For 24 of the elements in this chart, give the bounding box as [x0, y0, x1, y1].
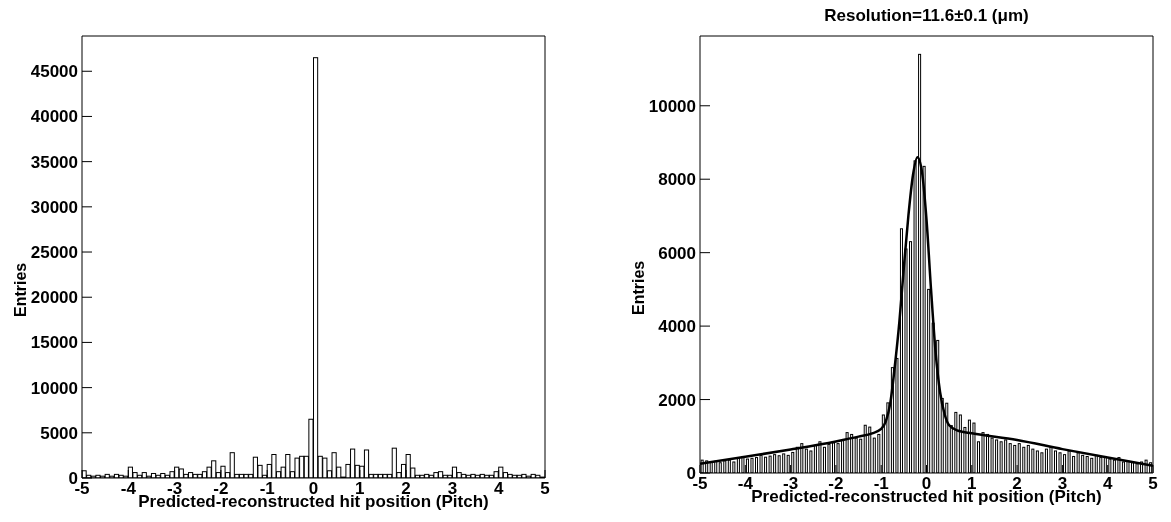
y-tick-label: 10000 [30, 378, 78, 398]
y-tick-label: 6000 [658, 243, 696, 263]
x-tick-label: 4 [493, 479, 504, 499]
x-tick-label: -1 [873, 474, 889, 494]
y-tick-label: 45000 [30, 62, 78, 82]
x-tick-label: 4 [1102, 474, 1113, 494]
x-tick-label: 5 [1148, 474, 1158, 494]
y-tick-label: 5000 [40, 423, 78, 443]
y-tick-label: 8000 [658, 170, 696, 190]
y-tick-label: 4000 [658, 317, 696, 337]
x-tick-label: -1 [259, 479, 275, 499]
x-tick-label: -4 [120, 479, 137, 499]
y-axis-title: Entries [630, 259, 648, 315]
y-tick-label: 25000 [30, 243, 78, 263]
y-axis-title: Entries [12, 261, 30, 317]
y-tick-label: 30000 [30, 197, 78, 217]
y-tick-label: 15000 [30, 333, 78, 353]
y-tick-label: 20000 [30, 288, 78, 308]
y-tick-label: 35000 [30, 152, 78, 172]
chart-title: Resolution=11.6±0.1 (μm) [823, 6, 1030, 26]
x-tick-label: 5 [540, 479, 550, 499]
y-tick-label: 2000 [658, 390, 696, 410]
y-tick-label: 10000 [648, 96, 696, 116]
y-tick-label: 40000 [30, 107, 78, 127]
